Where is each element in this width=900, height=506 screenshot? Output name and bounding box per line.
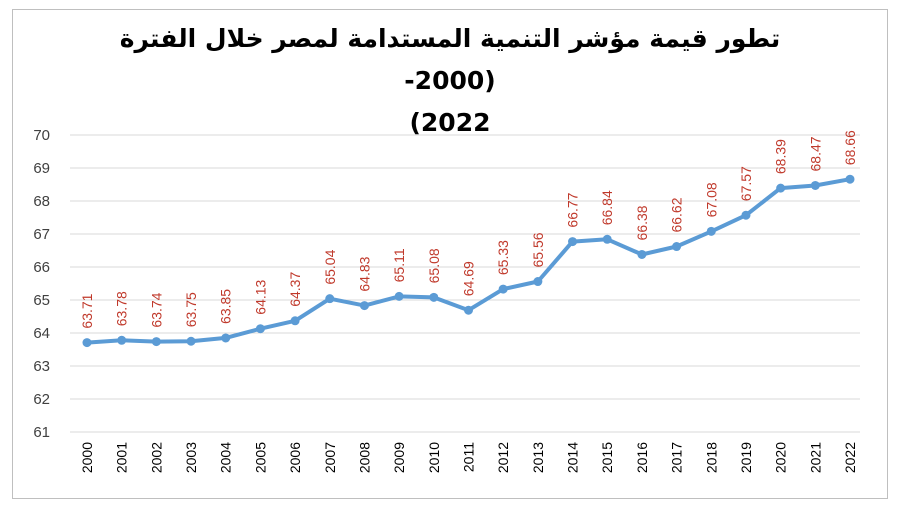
y-tick-label: 68 <box>33 193 50 210</box>
y-tick-label: 61 <box>33 424 50 441</box>
data-label: 66.62 <box>669 197 685 232</box>
data-label: 68.66 <box>842 130 858 165</box>
y-tick-label: 66 <box>33 259 50 276</box>
x-tick-label: 2002 <box>148 442 164 473</box>
y-tick-label: 64 <box>33 325 50 342</box>
x-tick-label: 2009 <box>391 442 407 473</box>
x-tick-label: 2018 <box>703 442 719 473</box>
data-point <box>255 324 265 334</box>
data-label: 66.84 <box>599 190 615 225</box>
x-tick-label: 2022 <box>842 442 858 473</box>
x-tick-label: 2005 <box>252 442 268 473</box>
data-point <box>568 237 578 247</box>
chart-title-line-2: (2022 <box>409 108 491 137</box>
data-label: 63.78 <box>114 291 130 326</box>
data-point <box>845 174 855 184</box>
data-label: 64.83 <box>356 256 372 291</box>
data-point <box>325 294 335 304</box>
data-point <box>706 226 716 236</box>
y-tick-label: 70 <box>33 127 50 144</box>
data-label: 64.69 <box>461 261 477 296</box>
data-label: 63.85 <box>218 289 234 324</box>
x-tick-label: 2010 <box>426 442 442 473</box>
x-tick-label: 2003 <box>183 442 199 473</box>
x-tick-label: 2011 <box>461 442 477 472</box>
data-label: 65.33 <box>495 240 511 275</box>
data-label: 67.08 <box>703 182 719 217</box>
data-point <box>290 316 300 326</box>
data-label: 68.39 <box>773 139 789 174</box>
data-point <box>672 242 682 252</box>
x-tick-label: 2013 <box>530 442 546 473</box>
data-label: 68.47 <box>807 136 823 171</box>
x-tick-label: 2000 <box>79 442 95 473</box>
x-tick-label: 2004 <box>218 442 234 473</box>
data-point <box>810 180 820 190</box>
chart-title-line-1: تطور قيمة مؤشر التنمية المستدامة لمصر خل… <box>119 24 781 95</box>
data-point <box>637 249 647 259</box>
data-point <box>221 333 231 343</box>
data-label: 65.11 <box>391 248 407 282</box>
x-tick-label: 2020 <box>773 442 789 473</box>
y-tick-label: 65 <box>33 292 50 309</box>
data-point <box>429 292 439 302</box>
data-point <box>359 301 369 311</box>
data-label: 66.77 <box>565 192 581 227</box>
data-label: 65.04 <box>322 249 338 284</box>
data-label: 66.38 <box>634 205 650 240</box>
data-label: 65.08 <box>426 248 442 283</box>
data-point <box>151 337 161 347</box>
y-tick-label: 67 <box>33 226 50 243</box>
x-tick-label: 2012 <box>495 442 511 473</box>
data-label: 64.13 <box>252 279 268 314</box>
data-label: 65.56 <box>530 232 546 267</box>
x-tick-label: 2017 <box>669 442 685 473</box>
data-point <box>498 284 508 294</box>
x-tick-label: 2006 <box>287 442 303 473</box>
data-label: 63.74 <box>148 292 164 327</box>
data-point <box>533 277 543 287</box>
data-point <box>741 210 751 220</box>
x-tick-label: 2019 <box>738 442 754 473</box>
x-tick-label: 2016 <box>634 442 650 473</box>
data-point <box>186 336 196 346</box>
y-tick-label: 69 <box>33 160 50 177</box>
x-tick-label: 2001 <box>114 442 130 473</box>
x-tick-label: 2008 <box>356 442 372 473</box>
data-point <box>82 338 92 348</box>
y-tick-label: 62 <box>33 391 50 408</box>
y-tick-label: 63 <box>33 358 50 375</box>
x-tick-label: 2007 <box>322 442 338 473</box>
chart-frame <box>12 9 888 499</box>
data-point <box>394 291 404 301</box>
series-line <box>85 177 852 345</box>
data-label: 67.57 <box>738 166 754 201</box>
data-label: 63.71 <box>79 293 95 328</box>
data-point <box>117 335 127 345</box>
x-tick-label: 2014 <box>565 442 581 473</box>
data-label: 64.37 <box>287 272 303 307</box>
data-label: 63.75 <box>183 292 199 327</box>
x-tick-label: 2015 <box>599 442 615 473</box>
chart-title: تطور قيمة مؤشر التنمية المستدامة لمصر خل… <box>90 18 810 144</box>
data-point <box>464 305 473 315</box>
data-point <box>776 183 786 193</box>
data-point <box>602 234 612 244</box>
x-tick-label: 2021 <box>807 442 823 473</box>
